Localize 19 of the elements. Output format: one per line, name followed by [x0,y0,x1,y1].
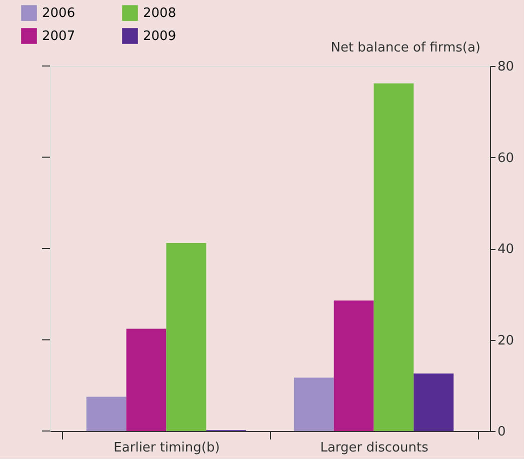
legend-label: 2009 [143,29,176,44]
bar [166,243,206,431]
y-tick-label: 80 [498,60,514,74]
y-tick-label: 40 [498,242,514,257]
bar [126,328,166,431]
y-tick-label: 20 [498,333,514,348]
bar [86,396,126,431]
y-axis-title: Net balance of firms(a) [330,40,480,56]
bar [334,300,374,431]
bar [374,83,414,431]
y-tick-label: 60 [498,150,514,166]
legend-label: 2008 [143,6,176,22]
bar [294,378,334,431]
bar [414,374,454,431]
legend-label: 2006 [42,6,76,22]
y-tick-label: 0 [498,424,506,440]
x-tick-label: Earlier timing(b) [114,440,220,456]
legend-label: 2007 [42,29,76,44]
x-tick-label: Larger discounts [320,440,429,456]
